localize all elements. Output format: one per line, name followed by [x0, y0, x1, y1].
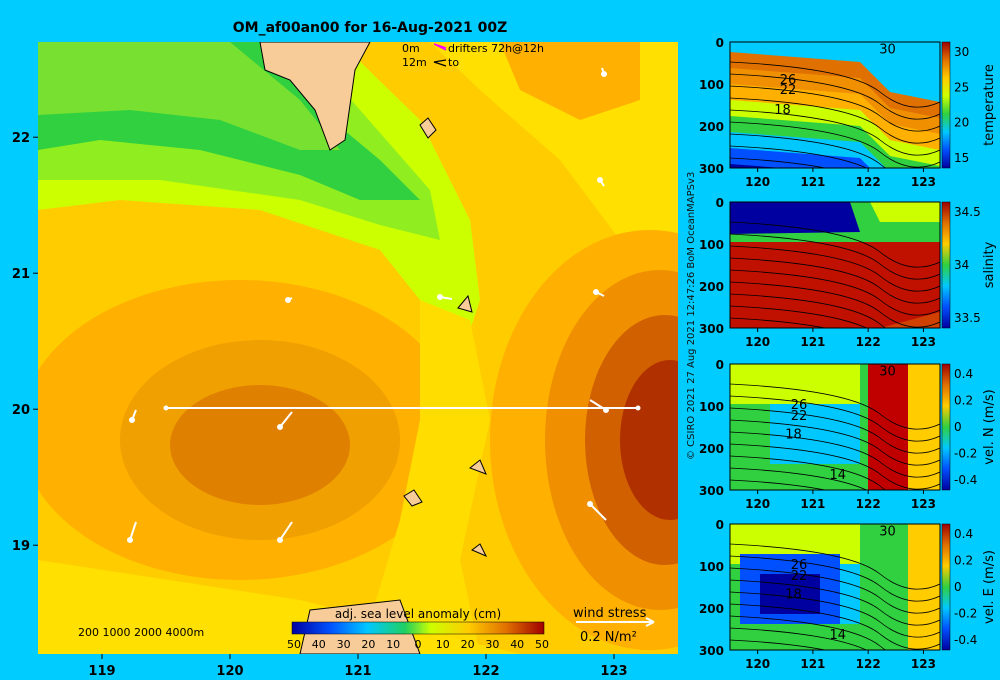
depth-key: 200 1000 2000 4000m — [78, 626, 204, 639]
map-y-tick-label: 22 — [12, 131, 30, 146]
colorbar-ticks: 50 40 30 20 10 0 10 20 30 40 50 — [287, 638, 549, 651]
map-x-tick-label: 122 — [472, 664, 499, 679]
legend-drifters-label: drifters 72h@12h — [448, 42, 544, 55]
map-x-ticks: 119 120 121 122 123 — [88, 654, 628, 679]
wind-stress-label: wind stress — [573, 606, 647, 621]
colorbar-tick-label: 10 — [436, 638, 450, 651]
colorbar-tick-label: 40 — [510, 638, 524, 651]
colorbar-tick-label: 30 — [485, 638, 499, 651]
legend-drifters-to: to — [448, 56, 459, 69]
map-x-tick-label: 119 — [88, 664, 115, 679]
chart-title: OM_af00an00 for 16-Aug-2021 00Z — [232, 20, 508, 36]
drifter-icon — [433, 43, 447, 51]
legend-12m: 12m — [402, 56, 427, 69]
map-y-tick-label: 21 — [12, 267, 30, 282]
arrowhead-icon — [645, 617, 655, 627]
colorbar-tick-label: 10 — [386, 638, 400, 651]
map-y-ticks: 19 20 21 22 — [12, 131, 38, 554]
colorbar-label: adj. sea level anomaly (cm) — [335, 607, 501, 621]
map-x-tick-label: 120 — [216, 664, 243, 679]
colorbar-tick-label: 0 — [415, 638, 422, 651]
colorbar-tick-label: 50 — [535, 638, 549, 651]
credit-text: © CSIRO 2021 27 Aug 2021 12:47:26 BoM Oc… — [686, 171, 697, 460]
map-x-tick-label: 123 — [600, 664, 627, 679]
wind-stress-value: 0.2 N/m² — [580, 630, 637, 645]
map-y-tick-label: 19 — [12, 539, 30, 554]
map-y-tick-label: 20 — [12, 403, 30, 418]
colorbar-tick-label: 20 — [361, 638, 375, 651]
drifter-12m-icon — [433, 59, 447, 67]
sla-colorbar — [291, 621, 545, 635]
colorbar-tick-label: 30 — [337, 638, 351, 651]
legend-0m: 0m — [402, 42, 420, 55]
colorbar-tick-label: 40 — [312, 638, 326, 651]
colorbar-tick-label: 50 — [287, 638, 301, 651]
colorbar-tick-label: 20 — [461, 638, 475, 651]
map-x-tick-label: 121 — [344, 664, 371, 679]
